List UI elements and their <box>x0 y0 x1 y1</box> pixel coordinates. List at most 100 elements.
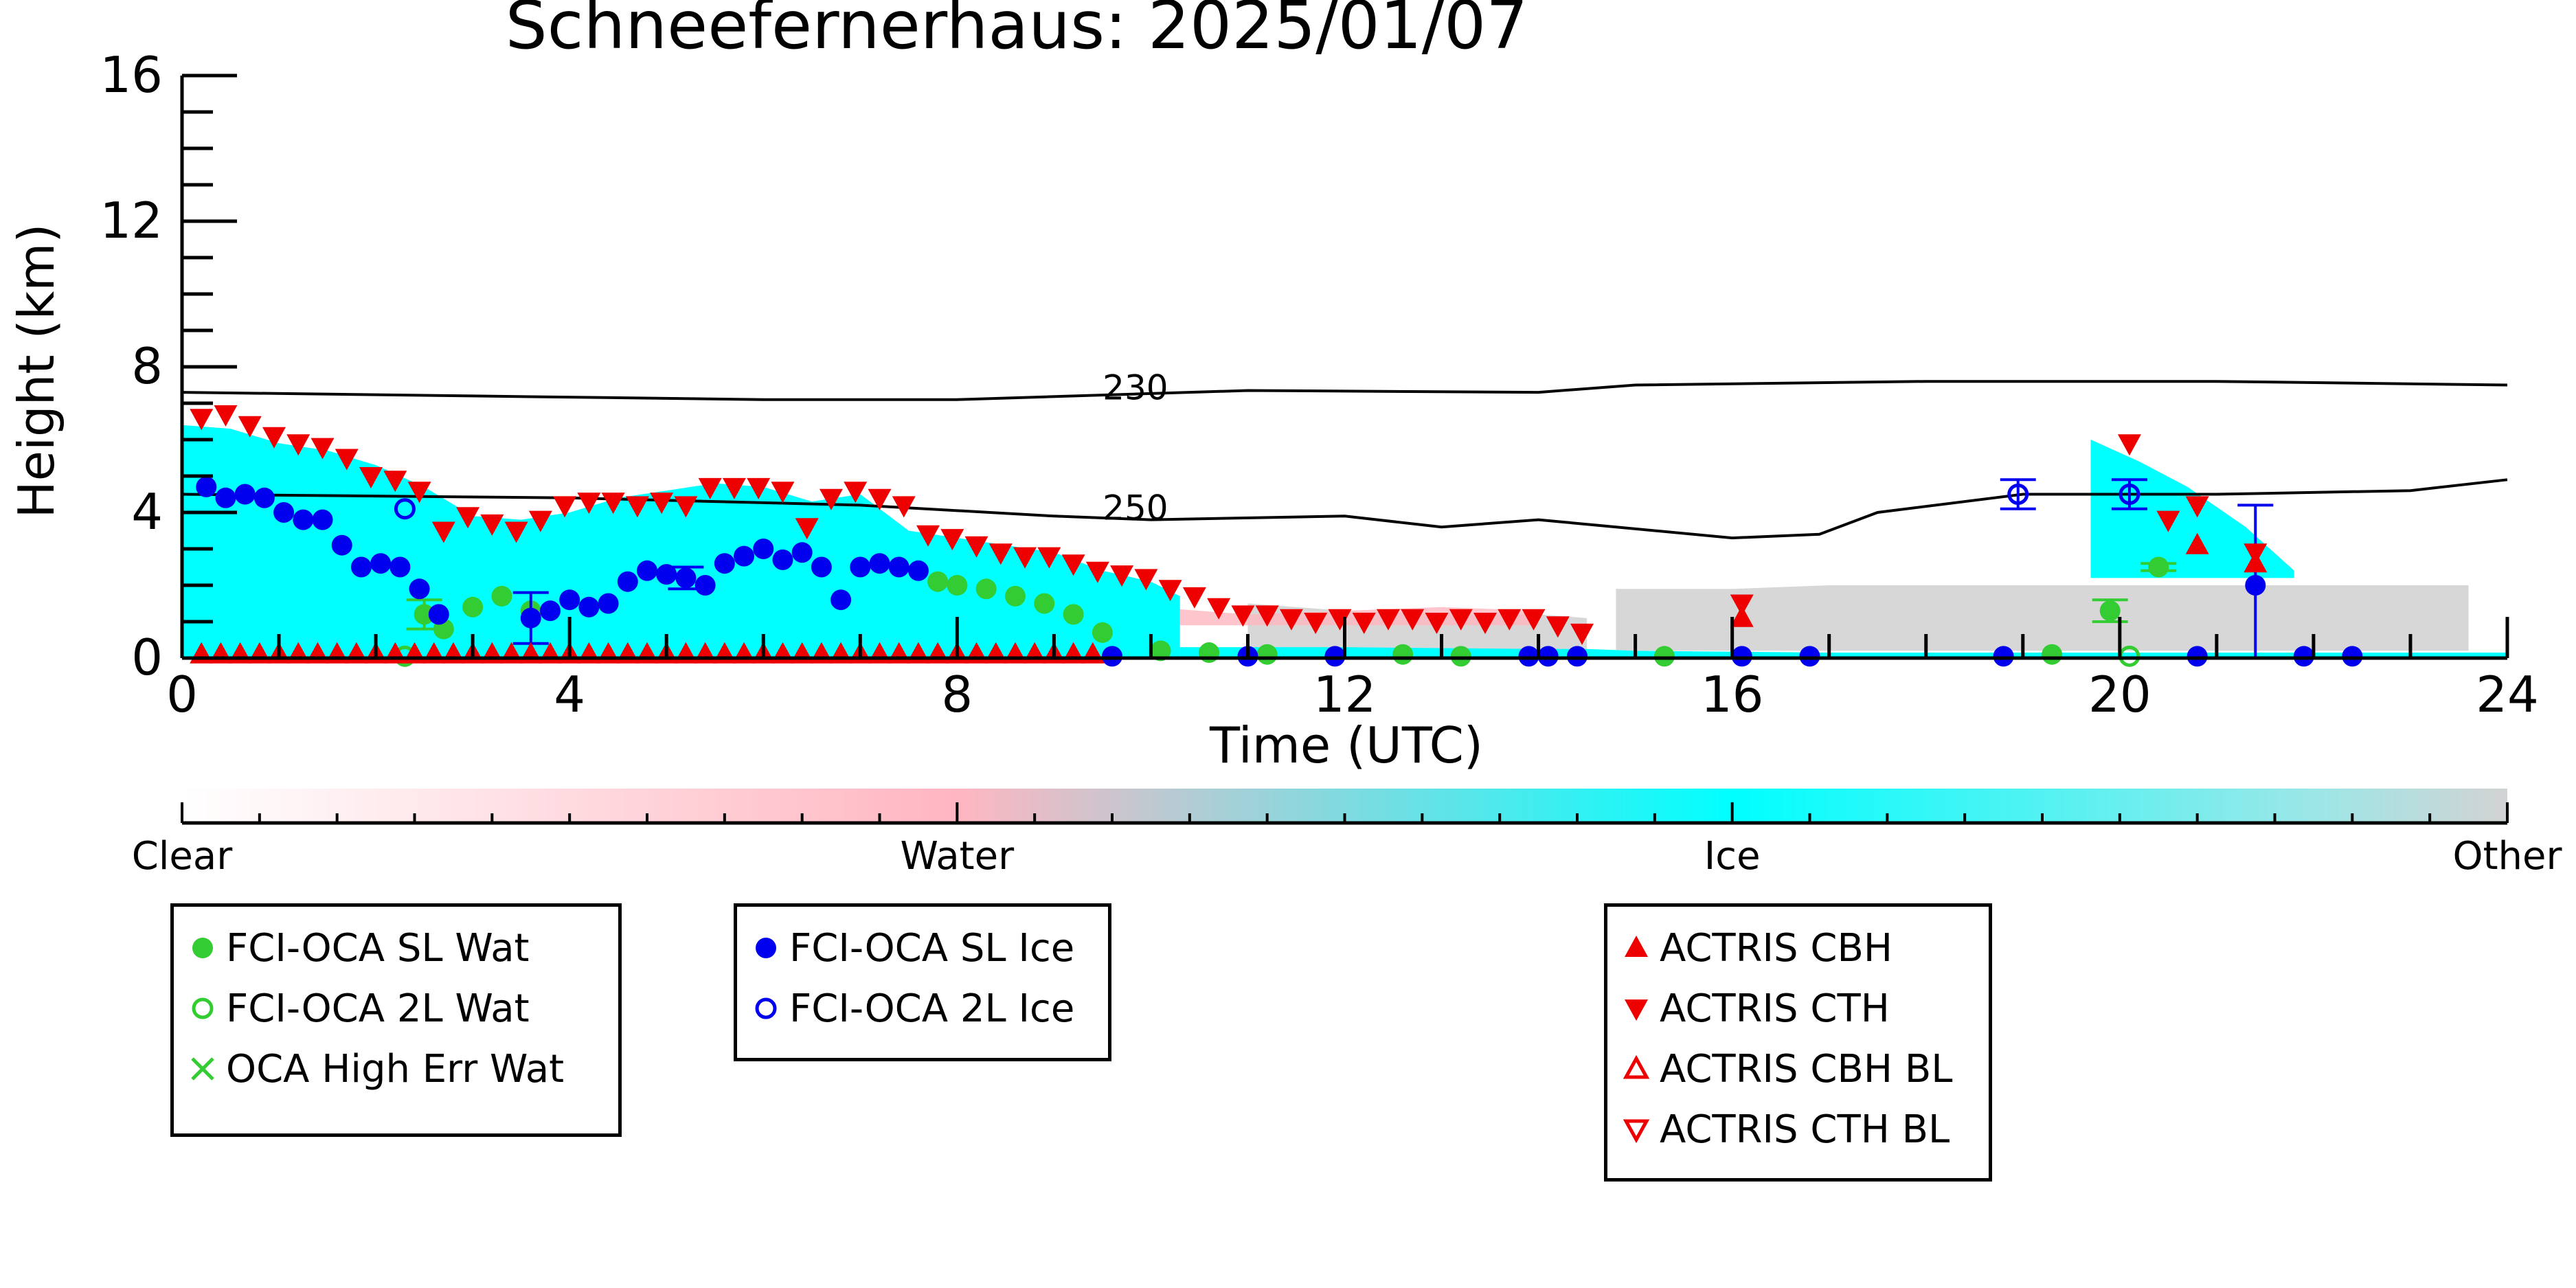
data-point <box>694 575 716 596</box>
legend-entry: FCI-OCA SL Wat <box>174 920 530 975</box>
data-point <box>1063 604 1084 625</box>
data-point <box>1537 646 1559 667</box>
legend-entry: ACTRIS CTH <box>1607 981 1890 1036</box>
data-point <box>262 427 286 449</box>
data-point <box>389 556 411 578</box>
data-point <box>491 585 512 607</box>
legend-marker-shape <box>191 1057 214 1081</box>
data-point <box>215 487 236 508</box>
colorbar-label-ice: Ice <box>1704 834 1761 879</box>
data-point <box>1110 565 1134 587</box>
data-point <box>394 498 416 520</box>
contour-line-250 <box>181 478 2508 540</box>
y-tick-label: 4 <box>131 483 163 541</box>
data-point <box>1993 646 2014 667</box>
chart-title: Schneefernerhaus: 2025/01/07 <box>506 0 1528 64</box>
data-point <box>2293 646 2314 667</box>
data-point <box>1037 547 1061 569</box>
data-point <box>988 543 1013 565</box>
data-point <box>359 467 383 488</box>
data-point <box>1061 554 1085 576</box>
data-point <box>370 553 392 574</box>
data-point <box>927 571 949 592</box>
contour-line-230 <box>181 380 2508 401</box>
data-point <box>1034 593 1055 614</box>
y-axis-label: Height (km) <box>8 224 65 519</box>
data-point <box>1256 644 1278 665</box>
legend-marker-icon <box>182 927 223 969</box>
legend-ice: FCI-OCA SL Ice FCI-OCA 2L Ice <box>734 903 1111 1061</box>
data-point <box>456 507 480 529</box>
data-point <box>1324 646 1346 667</box>
legend-marker-icon <box>745 927 787 969</box>
data-point <box>698 477 722 499</box>
data-point <box>383 471 407 493</box>
data-point <box>293 509 314 530</box>
data-point <box>407 482 431 504</box>
data-point <box>1570 623 1594 645</box>
legend-entry: ACTRIS CTH BL <box>1607 1102 1950 1157</box>
data-point <box>2187 646 2208 667</box>
data-point <box>2342 646 2363 667</box>
legend-label: ACTRIS CTH <box>1660 986 1890 1031</box>
data-point <box>598 593 619 614</box>
data-point <box>1352 613 1376 634</box>
data-point <box>1425 613 1449 634</box>
data-point <box>1102 646 1122 667</box>
data-point <box>431 521 455 543</box>
x-tick-label: 0 <box>166 666 198 723</box>
legend-marker-shape <box>192 938 213 958</box>
data-point <box>286 434 310 456</box>
data-point <box>795 518 819 540</box>
data-point <box>892 496 916 518</box>
data-point <box>1134 569 1158 591</box>
data-point <box>2245 575 2266 596</box>
data-point <box>819 488 843 510</box>
data-point <box>2185 496 2209 518</box>
data-point <box>722 477 746 499</box>
data-point <box>462 596 484 618</box>
data-point <box>650 493 674 515</box>
data-point <box>1518 646 1539 667</box>
legend-entry: FCI-OCA 2L Ice <box>737 981 1074 1036</box>
legend-marker-shape <box>755 997 777 1019</box>
ice-region-1 <box>2090 440 2294 578</box>
data-point <box>2185 532 2209 554</box>
data-point <box>234 484 256 505</box>
data-point <box>2156 510 2180 532</box>
data-point <box>553 496 577 518</box>
data-point <box>714 553 735 574</box>
legend-marker-shape <box>1623 1119 1650 1144</box>
data-point <box>1731 646 1752 667</box>
y-tick-label: 12 <box>100 192 163 249</box>
data-point <box>601 493 625 515</box>
contour-label-250: 250 <box>1103 488 1168 528</box>
colorbar-label-other: Other <box>2452 834 2562 879</box>
data-point <box>539 600 561 622</box>
legend-marker-icon <box>182 1048 223 1089</box>
legend-marker-shape <box>1625 999 1648 1021</box>
data-point <box>2007 484 2029 505</box>
legend-entry: FCI-OCA SL Ice <box>737 920 1074 975</box>
data-point <box>940 529 964 551</box>
ice-region-0 <box>182 425 1180 658</box>
data-point <box>888 556 909 578</box>
data-point <box>947 575 968 596</box>
data-point <box>409 578 430 600</box>
x-tick-label: 12 <box>1313 666 1377 723</box>
legend-marker-shape <box>1625 936 1648 957</box>
data-point <box>734 545 755 567</box>
data-point <box>916 525 940 547</box>
data-point <box>238 416 262 438</box>
data-point <box>480 514 504 536</box>
y-tick-label: 8 <box>131 337 163 395</box>
legend-water: FCI-OCA SL Wat FCI-OCA 2L Wat OCA High Err… <box>170 903 622 1137</box>
contour-label-230: 230 <box>1103 368 1168 408</box>
data-point <box>1498 609 1522 631</box>
data-point <box>868 488 892 510</box>
data-point <box>428 604 449 625</box>
legend-label: FCI-OCA 2L Ice <box>789 986 1075 1031</box>
axes: 0 4 8 12 16 0 4 8 12 16 20 24 <box>100 46 2538 723</box>
data-point <box>844 482 868 504</box>
data-point <box>772 549 793 570</box>
